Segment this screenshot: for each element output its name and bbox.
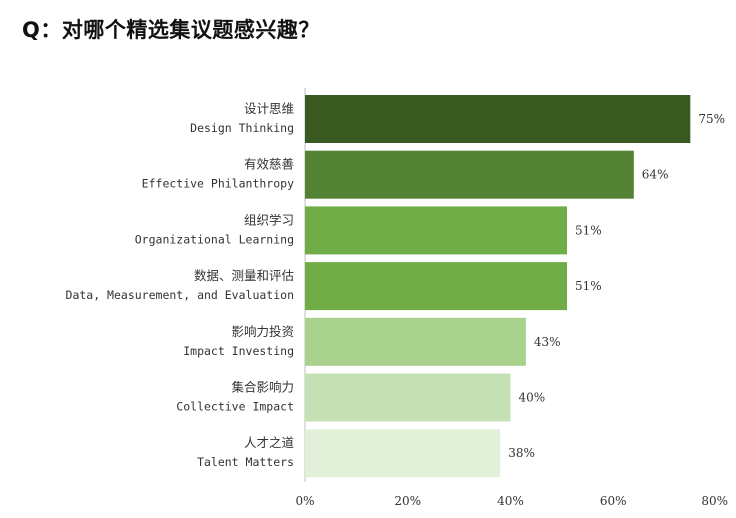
value-label-talent-matters: 38%: [508, 446, 535, 460]
category-label-zh-design-thinking: 设计思维: [244, 101, 294, 116]
x-tick-label-60: 60%: [600, 494, 627, 508]
value-label-collective-impact: 40%: [519, 391, 546, 405]
category-label-en-organizational-learning: Organizational Learning: [135, 232, 294, 246]
value-label-effective-philanthropy: 64%: [642, 168, 669, 182]
category-label-en-talent-matters: Talent Matters: [197, 455, 294, 469]
category-label-zh-impact-investing: 影响力投资: [231, 324, 294, 339]
category-label-zh-data-measurement-and-evaluation: 数据、测量和评估: [194, 268, 294, 283]
value-label-impact-investing: 43%: [534, 335, 561, 349]
x-axis-ticks: 0% 20% 40% 60% 80%: [295, 494, 728, 508]
category-label-en-effective-philanthropy: Effective Philanthropy: [142, 177, 294, 191]
bar-impact-investing: [305, 317, 526, 366]
value-label-organizational-learning: 51%: [575, 223, 602, 237]
category-label-en-impact-investing: Impact Investing: [183, 344, 294, 358]
category-label-zh-effective-philanthropy: 有效慈善: [244, 157, 294, 172]
x-tick-label-80: 80%: [701, 494, 728, 508]
category-label-zh-organizational-learning: 组织学习: [244, 212, 294, 227]
category-label-en-data-measurement-and-evaluation: Data, Measurement, and Evaluation: [66, 288, 294, 302]
category-label-zh-collective-impact: 集合影响力: [231, 380, 294, 395]
question-title: Q：对哪个精选集议题感兴趣？: [22, 18, 320, 42]
x-tick-label-40: 40%: [497, 494, 524, 508]
value-label-design-thinking: 75%: [698, 112, 725, 126]
bar-talent-matters: [305, 429, 501, 478]
category-label-zh-talent-matters: 人才之道: [244, 435, 295, 450]
bars-group: [305, 95, 691, 478]
bar-organizational-learning: [305, 206, 568, 255]
category-label-en-collective-impact: Collective Impact: [176, 400, 294, 414]
category-label-en-design-thinking: Design Thinking: [190, 121, 294, 135]
value-label-data-measurement-and-evaluation: 51%: [575, 279, 602, 293]
labels-group: 75% 设计思维 Design Thinking 64% 有效慈善 Effective P…: [66, 101, 725, 469]
bar-design-thinking: [305, 95, 691, 143]
x-tick-label-20: 20%: [394, 494, 421, 508]
bar-effective-philanthropy: [305, 150, 634, 199]
x-tick-label-0: 0%: [295, 494, 314, 508]
bar-collective-impact: [305, 373, 511, 422]
bar-data-measurement-and-evaluation: [305, 262, 568, 311]
